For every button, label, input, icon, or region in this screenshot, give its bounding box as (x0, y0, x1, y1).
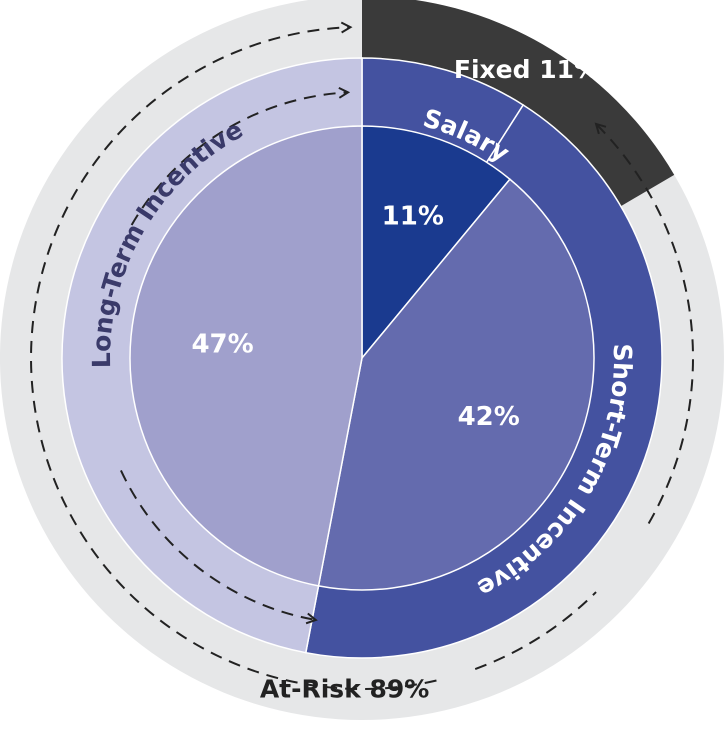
fixed-band-segment (362, 0, 675, 207)
arrow-lti-bottom (120, 469, 316, 620)
arrow-layer (30, 27, 694, 690)
inner-pie-layer (129, 125, 595, 591)
pie-slice-long-term-incentive (129, 125, 363, 587)
arrow-at-risk-bottom (474, 591, 597, 670)
outer-band-layer (0, 0, 724, 720)
fixed-group-label: Fixed 11% (454, 55, 599, 84)
arrow-lti-top (130, 92, 348, 226)
data-label-salary: 11% (382, 201, 444, 231)
pie-slice-salary (361, 125, 511, 361)
at-risk-group-label: At-Risk 89% (260, 675, 430, 704)
data-label-short-term-incentive: 42% (458, 402, 520, 432)
pie-slice-short-term-incentive (317, 178, 595, 591)
arrow-at-risk-right (596, 124, 694, 524)
arrow-at-risk-top-left (30, 27, 437, 690)
data-label-long-term-incentive: 47% (191, 329, 253, 359)
